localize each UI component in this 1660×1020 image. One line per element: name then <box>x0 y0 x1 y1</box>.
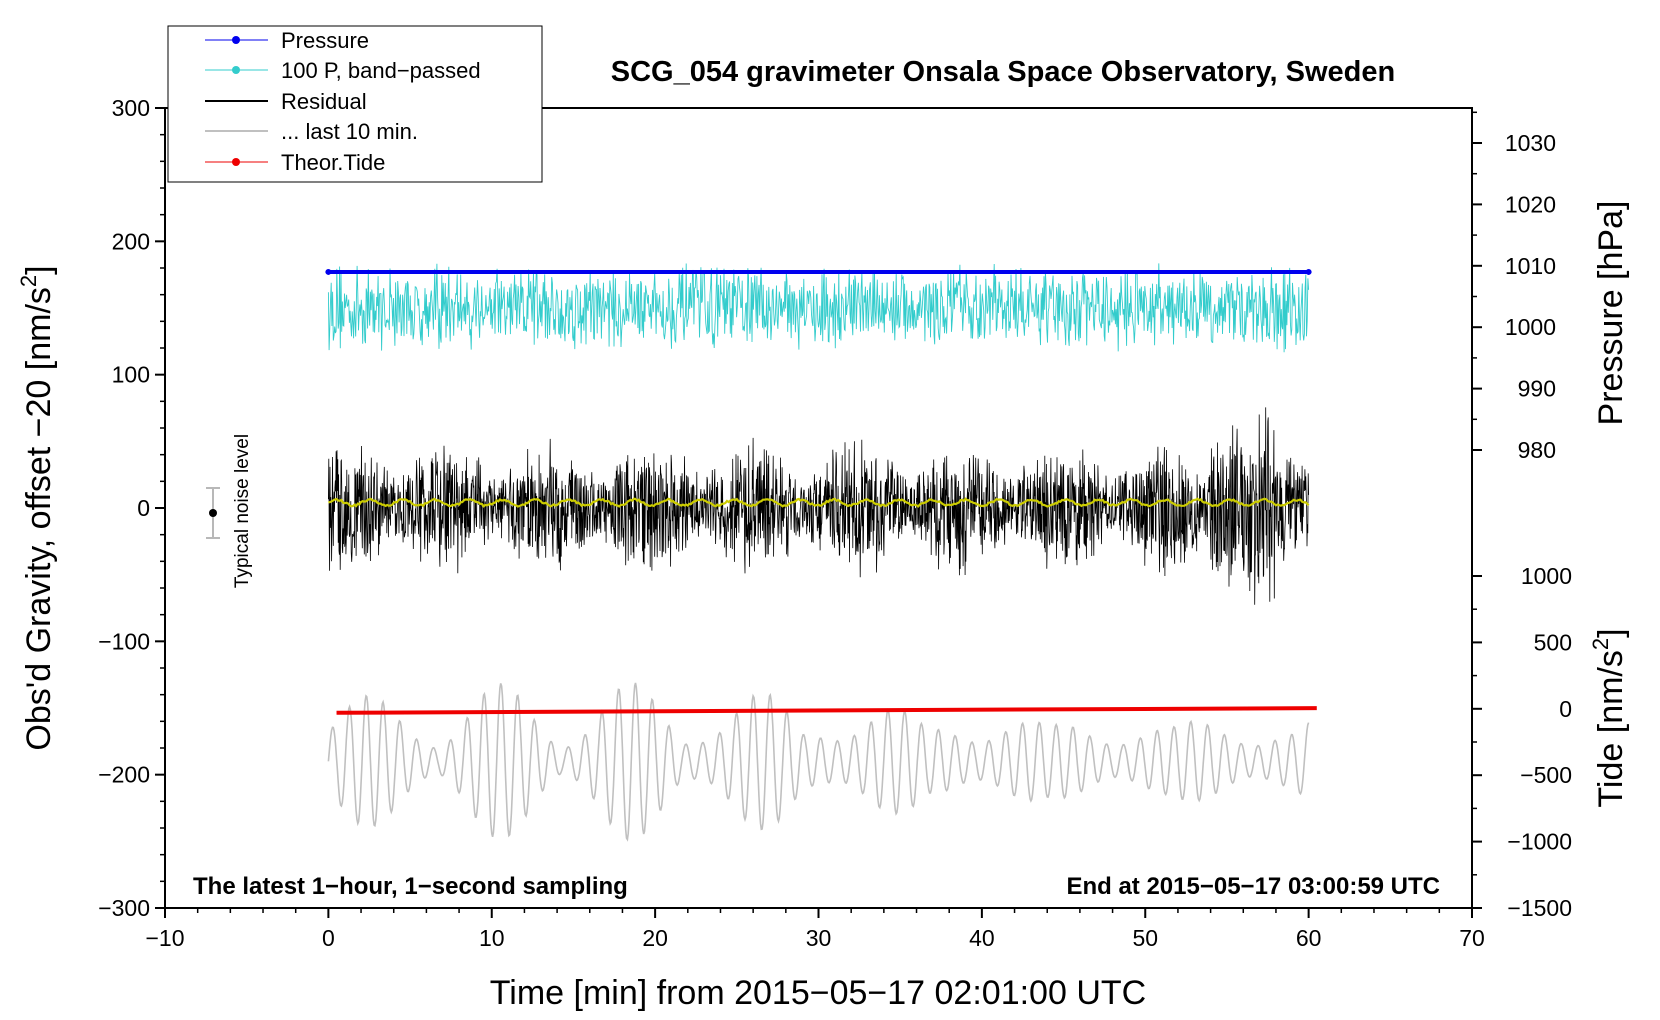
x-tick-label: 50 <box>1132 925 1158 951</box>
series-theoretical-tide <box>336 706 1317 715</box>
legend-marker-tide <box>232 158 240 166</box>
series-last-10-min <box>327 682 1310 842</box>
y-pressure-tick-label: 1020 <box>1505 191 1556 217</box>
y-tide-tick-label: 500 <box>1534 629 1572 655</box>
y-tide-tick-label: 0 <box>1559 696 1572 722</box>
legend-marker-pressure <box>232 36 240 44</box>
legend-label-residual: Residual <box>281 89 367 114</box>
tick-layer: −10 0 10 20 30 40 50 60 703002001000−100−200−300… <box>98 95 1572 951</box>
x-tick-label: 10 <box>479 925 505 951</box>
y-left-tick-label: 100 <box>112 362 150 388</box>
y-pressure-tick-label: 1010 <box>1505 253 1556 279</box>
y-axis-label-tide-end: ] <box>1592 628 1630 637</box>
x-tick-label: 70 <box>1459 925 1485 951</box>
series-band-passed-pressure <box>327 263 1310 353</box>
y-left-tick-label: −100 <box>98 628 150 654</box>
note-end-time: End at 2015−05−17 03:00:59 UTC <box>1066 873 1440 900</box>
y-left-tick-label: 200 <box>112 228 150 254</box>
legend-item-last10: ... last 10 min. <box>205 119 418 144</box>
y-axis-label-left-end: ] <box>20 265 58 274</box>
y-pressure-tick-label: 980 <box>1518 437 1556 463</box>
legend: Pressure 100 P, band−passed Residual ...… <box>167 25 543 183</box>
y-left-tick-label: 0 <box>137 495 150 521</box>
x-tick-label: 20 <box>642 925 668 951</box>
y-left-tick-label: 300 <box>112 95 150 121</box>
series-residual <box>328 407 1309 605</box>
y-axis-label-left-main: Obs'd Gravity, offset −20 [nm/s <box>20 287 58 750</box>
legend-box <box>167 25 543 183</box>
legend-label-bandpassed: 100 P, band−passed <box>281 58 481 83</box>
x-tick-label: −10 <box>145 925 184 951</box>
pressure-point-start <box>325 268 332 275</box>
legend-item-residual: Residual <box>205 89 367 114</box>
y-axis-label-left-sup: 2 <box>16 275 41 287</box>
y-tide-tick-label: −1000 <box>1507 829 1572 855</box>
legend-label-pressure: Pressure <box>281 28 369 53</box>
x-tick-label: 60 <box>1296 925 1322 951</box>
chart-title: SCG_054 gravimeter Onsala Space Observat… <box>611 56 1395 88</box>
legend-item-tide: Theor.Tide <box>205 150 385 175</box>
note-sampling: The latest 1−hour, 1−second sampling <box>193 873 628 900</box>
legend-item-pressure: Pressure <box>205 28 369 53</box>
pressure-point-end <box>1305 268 1312 275</box>
series-layer <box>325 263 1317 842</box>
noise-bar-dot <box>209 509 217 517</box>
y-axis-label-tide-sup: 2 <box>1588 638 1613 650</box>
y-left-tick-label: −300 <box>98 895 150 921</box>
legend-label-last10: ... last 10 min. <box>281 119 418 144</box>
noise-level-label: Typical noise level <box>232 434 253 588</box>
y-axis-label-pressure: Pressure [hPa] <box>1592 201 1630 426</box>
y-tide-tick-label: 1000 <box>1521 563 1572 589</box>
noise-level-indicator: Typical noise level <box>206 434 253 588</box>
y-tide-tick-label: −1500 <box>1507 895 1572 921</box>
legend-marker-bandpassed <box>232 66 240 74</box>
y-axis-label-left: Obs'd Gravity, offset −20 [nm/s2] <box>16 265 58 750</box>
y-left-tick-label: −200 <box>98 762 150 788</box>
x-tick-label: 30 <box>806 925 832 951</box>
y-axis-label-tide: Tide [nm/s2] <box>1588 628 1630 807</box>
y-tide-tick-label: −500 <box>1520 762 1572 788</box>
x-tick-label: 0 <box>322 925 335 951</box>
y-pressure-tick-label: 1000 <box>1505 314 1556 340</box>
y-axis-label-tide-main: Tide [nm/s <box>1592 650 1630 807</box>
x-axis-label: Time [min] from 2015−05−17 02:01:00 UTC <box>490 974 1146 1012</box>
legend-item-bandpassed: 100 P, band−passed <box>205 58 481 83</box>
series-smoothed-residual <box>328 497 1310 508</box>
legend-label-tide: Theor.Tide <box>281 150 385 175</box>
y-pressure-tick-label: 1030 <box>1505 130 1556 156</box>
y-pressure-tick-label: 990 <box>1518 376 1556 402</box>
x-tick-label: 40 <box>969 925 995 951</box>
